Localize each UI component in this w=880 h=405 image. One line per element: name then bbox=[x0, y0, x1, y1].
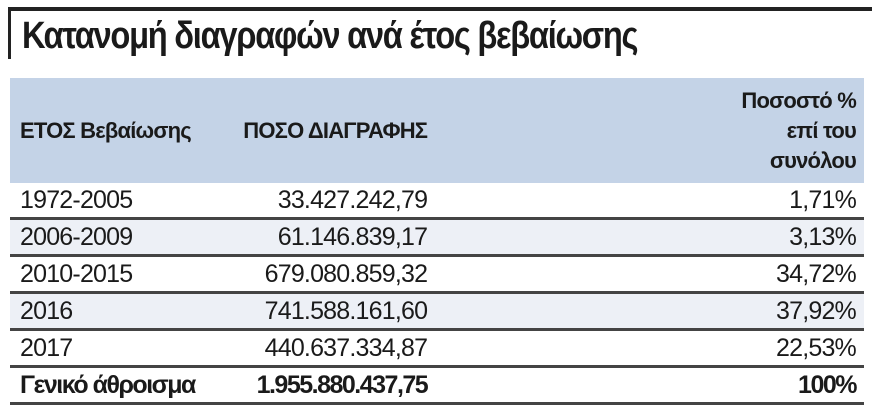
total-percent: 100% bbox=[727, 366, 864, 405]
deletions-table: ΕΤΟΣ Βεβαίωσης ΠΟΣΟ ΔΙΑΓΡΑΦΗΣ Ποσοστό % … bbox=[10, 78, 864, 405]
table-row: 1972-2005 33.427.242,79 1,71% bbox=[10, 183, 864, 220]
cell-amount: 741.588.161,60 bbox=[212, 292, 728, 331]
header-percent-line: συνόλου bbox=[769, 147, 857, 173]
table-row: 2006-2009 61.146.839,17 3,13% bbox=[10, 218, 864, 257]
cell-percent: 34,72% bbox=[727, 255, 864, 294]
cell-percent: 3,13% bbox=[727, 218, 864, 257]
table-title: Κατανομή διαγραφών ανά έτος βεβαίωσης bbox=[22, 15, 639, 57]
top-rule bbox=[8, 7, 872, 11]
cell-amount: 61.146.839,17 bbox=[212, 218, 728, 257]
table-row: 2017 440.637.334,87 22,53% bbox=[10, 329, 864, 368]
header-amount: ΠΟΣΟ ΔΙΑΓΡΑΦΗΣ bbox=[243, 117, 428, 143]
total-row: Γενικό άθροισμα 1.955.880.437,75 100% bbox=[10, 366, 864, 405]
cell-year: 1972-2005 bbox=[10, 183, 213, 220]
table-row: 2016 741.588.161,60 37,92% bbox=[10, 292, 864, 331]
total-label: Γενικό άθροισμα bbox=[10, 366, 213, 405]
cell-year: 2006-2009 bbox=[10, 218, 213, 257]
header-percent: Ποσοστό % επί του συνόλου bbox=[727, 78, 864, 183]
cell-percent: 1,71% bbox=[727, 183, 864, 220]
cell-amount: 679.080.859,32 bbox=[212, 255, 728, 294]
cell-percent: 22,53% bbox=[727, 329, 864, 368]
header-percent-line: Ποσοστό % bbox=[741, 87, 856, 113]
total-amount: 1.955.880.437,75 bbox=[212, 366, 728, 405]
cell-year: 2017 bbox=[10, 329, 213, 368]
table-row: 2010-2015 679.080.859,32 34,72% bbox=[10, 255, 864, 294]
cell-amount: 440.637.334,87 bbox=[212, 329, 728, 368]
cell-amount: 33.427.242,79 bbox=[212, 183, 728, 220]
table-frame: Κατανομή διαγραφών ανά έτος βεβαίωσης ΕΤ… bbox=[8, 7, 872, 405]
left-rule bbox=[8, 7, 11, 59]
header-year: ΕΤΟΣ Βεβαίωσης bbox=[20, 117, 192, 143]
cell-year: 2010-2015 bbox=[10, 255, 213, 294]
header-row: ΕΤΟΣ Βεβαίωσης ΠΟΣΟ ΔΙΑΓΡΑΦΗΣ Ποσοστό % … bbox=[10, 78, 864, 183]
cell-year: 2016 bbox=[10, 292, 213, 331]
header-percent-line: επί του bbox=[786, 117, 857, 143]
cell-percent: 37,92% bbox=[727, 292, 864, 331]
